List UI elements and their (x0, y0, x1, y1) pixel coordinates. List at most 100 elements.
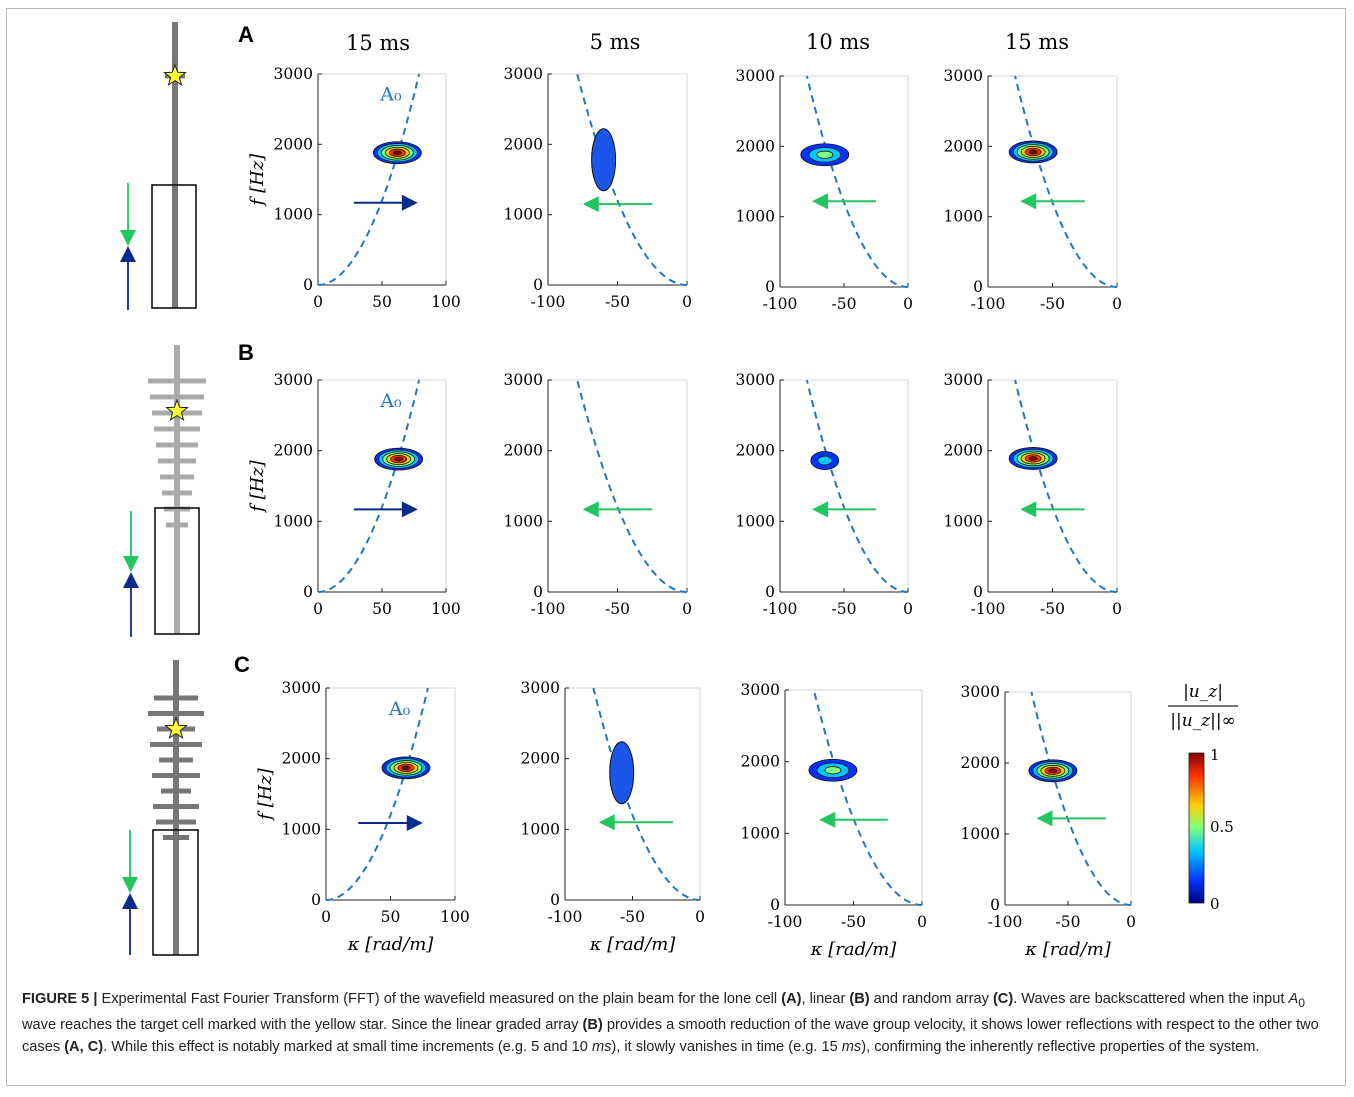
diagram-linear-array (123, 345, 206, 637)
y-tick-label: 2000 (521, 750, 560, 768)
column-titles: 15 ms 5 ms 10 ms 15 ms (346, 30, 1069, 55)
reflected-wave-arrowhead-icon (122, 877, 138, 893)
plot-area (780, 380, 908, 592)
fft-plot-b4: 0 1000 2000 3000 -100 -50 0 (944, 371, 1122, 618)
panel-letter-c: C (234, 652, 250, 677)
y-tick-label: 1000 (521, 820, 560, 838)
y-tick-label: 2000 (274, 442, 313, 460)
plot-area (326, 688, 455, 900)
x-axis-label: κ [rad/m] (1024, 939, 1112, 960)
y-tick-label: 3000 (736, 67, 775, 85)
spectral-peak-contour (824, 766, 842, 775)
mode-label-a0: A₀ (379, 84, 402, 106)
dispersion-curve (812, 689, 923, 906)
y-tick-label: 2000 (944, 442, 983, 460)
x-tick-label: 0 (1126, 913, 1136, 931)
y-tick-label: 3000 (282, 679, 321, 697)
caption-fragment: . Waves are backscattered when the input (1013, 991, 1289, 1007)
caption-fragment: ms (841, 1038, 862, 1055)
x-tick-label: 0 (1112, 600, 1122, 618)
x-tick-label: 0 (321, 908, 331, 926)
caption-fragment: (A, C) (64, 1038, 104, 1055)
y-tick-label: 2000 (736, 137, 775, 155)
y-tick-label: 3000 (504, 371, 543, 389)
y-tick-label: 0 (533, 276, 543, 294)
propagation-arrowhead-icon (812, 501, 828, 518)
y-tick-label: 3000 (944, 67, 983, 85)
fft-plot-a3: 0 1000 2000 3000 -100 -50 0 (736, 67, 913, 313)
caption-fragment: (C) (992, 991, 1014, 1007)
x-tick-label: -100 (971, 600, 1006, 618)
x-tick-label: 0 (682, 293, 692, 311)
propagation-arrowhead-icon (401, 194, 418, 211)
column-title-1: 15 ms (346, 31, 410, 55)
propagation-arrowhead-icon (582, 196, 599, 213)
y-axis-label: f [Hz] (247, 153, 268, 208)
caption-fragment: A (1288, 991, 1299, 1007)
y-tick-label: 1000 (736, 208, 775, 226)
propagation-arrowhead-icon (1020, 193, 1037, 210)
y-tick-label: 0 (973, 278, 983, 296)
colorbar-tick-top: 1 (1210, 746, 1220, 764)
x-tick-label: 0 (695, 908, 705, 926)
spectral-peak-contour (1028, 149, 1038, 155)
x-tick-label: 100 (431, 293, 461, 311)
spectral-peak-contour (401, 765, 411, 771)
y-tick-label: 1000 (504, 512, 543, 530)
plot-area (565, 688, 700, 900)
y-tick-label: 1000 (741, 824, 780, 842)
spectral-peak-contour (392, 150, 402, 155)
incident-wave-arrowhead-icon (120, 246, 136, 262)
caption-fragment: ), confirming the inherently reflective … (861, 1038, 1260, 1055)
y-tick-label: 1000 (274, 206, 313, 224)
caption-label: FIGURE 5 | (22, 991, 98, 1007)
propagation-arrowhead-icon (812, 193, 828, 210)
dispersion-curve (1014, 75, 1118, 288)
spectral-peak-contour (816, 150, 834, 159)
target-cell-star-icon (163, 63, 187, 87)
x-tick-label: 0 (903, 600, 913, 618)
x-tick-label: -50 (841, 913, 866, 931)
column-title-3: 10 ms (806, 30, 870, 54)
dispersion-curve (805, 379, 909, 593)
y-tick-label: 3000 (944, 371, 983, 389)
y-tick-label: 0 (550, 891, 560, 909)
x-tick-label: -100 (548, 908, 583, 926)
fft-plot-a4: 0 1000 2000 3000 -100 -50 0 (944, 67, 1122, 313)
plot-area (780, 76, 908, 287)
x-tick-label: -50 (832, 600, 857, 618)
caption-body: Experimental Fast Fourier Transform (FFT… (22, 991, 1319, 1055)
plot-area (988, 76, 1117, 287)
plot-area (548, 380, 687, 592)
y-tick-label: 1000 (961, 825, 1000, 843)
column-title-2: 5 ms (590, 30, 641, 54)
dispersion-curve (1014, 379, 1118, 593)
x-tick-label: -100 (971, 295, 1006, 313)
colorbar-tick-bottom: 0 (1210, 895, 1220, 913)
caption-fragment: ), it slowly vanishes in time (e.g. 15 (611, 1038, 842, 1055)
x-tick-label: -50 (832, 295, 857, 313)
y-tick-label: 2000 (504, 442, 543, 460)
dispersion-curve (317, 73, 421, 286)
target-cell-star-icon (165, 398, 189, 422)
plot-area (1005, 692, 1131, 905)
y-tick-label: 2000 (282, 750, 321, 768)
x-tick-label: -100 (768, 913, 803, 931)
y-tick-label: 0 (770, 896, 780, 914)
x-tick-label: 50 (372, 293, 392, 311)
fft-plot-a1: 0 1000 2000 3000 0 50 100 A₀ f [Hz] (247, 65, 461, 311)
x-tick-label: -50 (605, 600, 630, 618)
y-tick-label: 1000 (944, 208, 983, 226)
x-tick-label: -100 (531, 600, 566, 618)
fft-plot-b3: 0 1000 2000 3000 -100 -50 0 (736, 371, 913, 618)
x-tick-label: 100 (431, 600, 461, 618)
caption-fragment: 0 (1298, 995, 1305, 1010)
y-axis-label: f [Hz] (255, 767, 276, 822)
spectral-peak-contour (394, 456, 404, 462)
fft-plot-b1: 0 1000 2000 3000 0 50 100 A₀ f [Hz] (247, 371, 461, 618)
propagation-arrowhead-icon (819, 811, 836, 828)
beam-clamp-box (152, 829, 199, 956)
